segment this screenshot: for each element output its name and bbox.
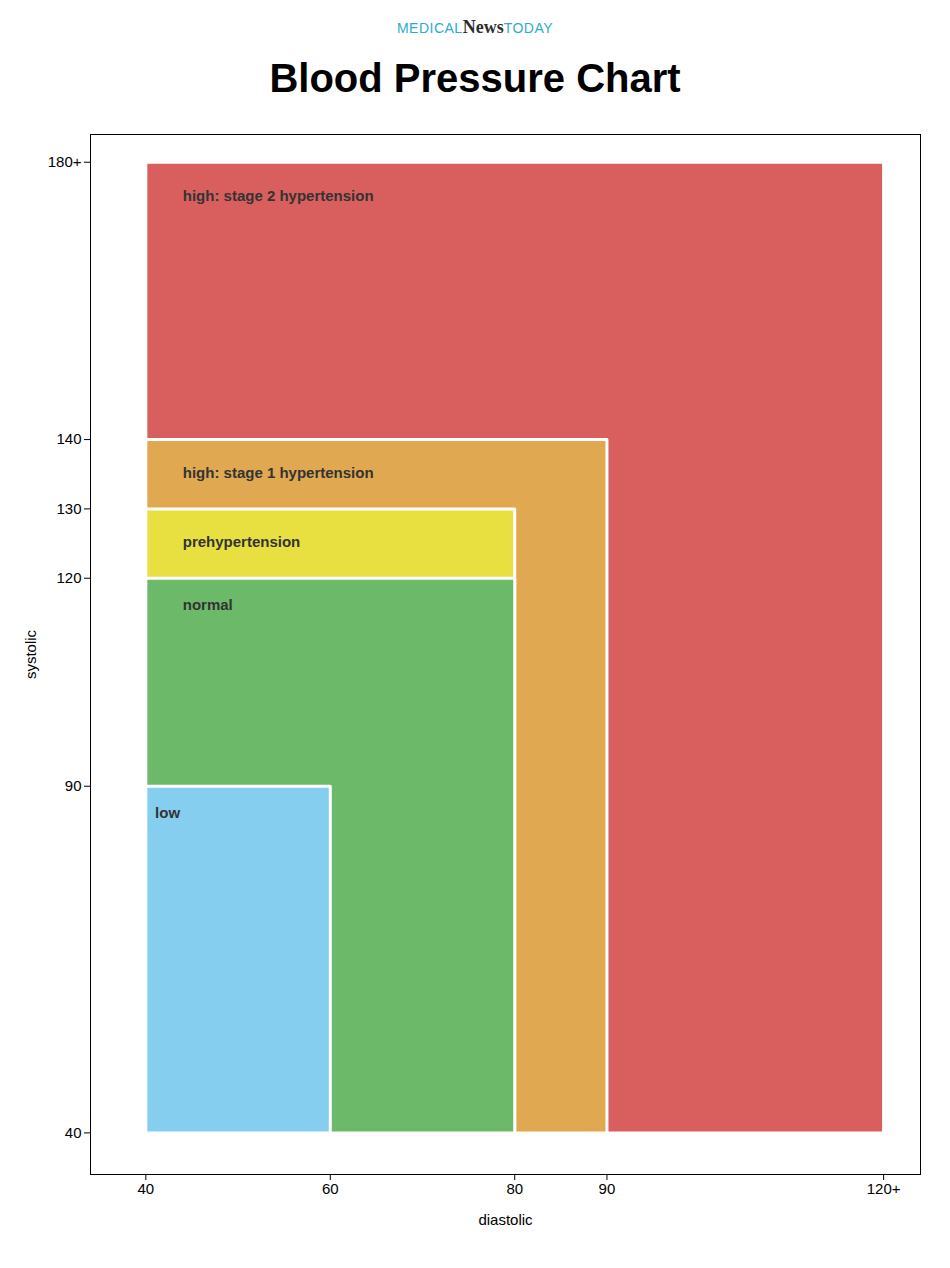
svg-text:high: stage 1 hypertension: high: stage 1 hypertension (183, 464, 374, 481)
svg-text:120+: 120+ (867, 1180, 901, 1197)
svg-text:130: 130 (56, 500, 81, 517)
svg-text:80: 80 (506, 1180, 523, 1197)
svg-text:40: 40 (65, 1124, 82, 1141)
html-text:Blood Pressure Chart: Blood Pressure Chart (269, 56, 681, 100)
svg-text:120: 120 (56, 569, 81, 586)
html-text:MEDICALNewsTODAY: MEDICALNewsTODAY (396, 17, 554, 37)
svg-text:140: 140 (56, 430, 81, 447)
svg-text:90: 90 (65, 777, 82, 794)
svg-text:prehypertension: prehypertension (183, 533, 301, 550)
svg-text:60: 60 (322, 1180, 339, 1197)
svg-text:40: 40 (137, 1180, 154, 1197)
svg-text:high: stage 2 hypertension: high: stage 2 hypertension (183, 187, 374, 204)
svg-text:90: 90 (599, 1180, 616, 1197)
svg-text:diastolic: diastolic (478, 1211, 533, 1228)
svg-text:low: low (155, 804, 180, 821)
svg-text:180+: 180+ (48, 153, 82, 170)
svg-text:systolic: systolic (22, 629, 39, 679)
svg-text:normal: normal (183, 596, 233, 613)
